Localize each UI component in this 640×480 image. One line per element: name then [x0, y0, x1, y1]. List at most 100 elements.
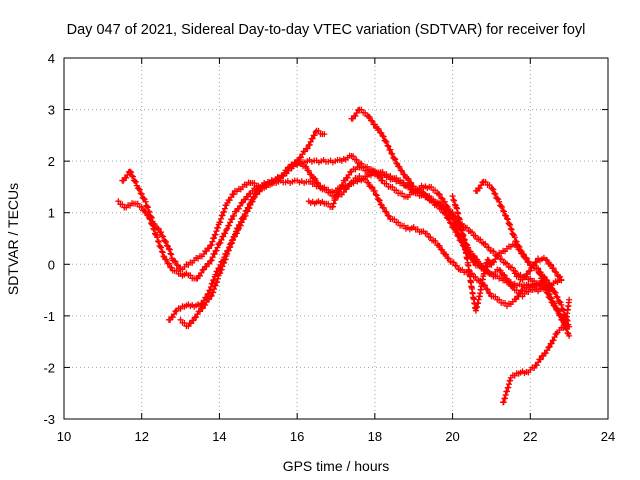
data-point [496, 296, 503, 303]
data-point [211, 250, 218, 257]
data-point [499, 204, 506, 211]
data-point [312, 175, 319, 182]
data-point [469, 229, 475, 236]
data-point [134, 200, 141, 207]
data-point [537, 356, 544, 363]
data-point [533, 362, 540, 369]
data-point [214, 244, 221, 251]
data-point [214, 278, 221, 285]
data-point [542, 350, 549, 357]
data-point [181, 319, 188, 326]
data-point [430, 196, 437, 203]
data-point [187, 272, 194, 279]
data-point [378, 130, 385, 137]
data-point [235, 205, 242, 212]
data-point [227, 219, 234, 226]
data-point [441, 198, 448, 205]
data-point [549, 285, 556, 292]
x-tick-label: 10 [57, 429, 71, 444]
y-tick-label: -1 [43, 309, 55, 324]
data-point [210, 286, 217, 293]
data-point [138, 191, 145, 198]
data-point [494, 195, 501, 202]
grid [64, 58, 608, 419]
data-point [251, 180, 258, 187]
data-point [309, 135, 316, 142]
data-point [385, 143, 392, 150]
data-point [467, 248, 474, 255]
data-point [485, 244, 492, 251]
data-point [439, 195, 446, 202]
data-point [515, 243, 522, 250]
y-tick-label: 4 [48, 51, 55, 66]
data-point [208, 257, 215, 264]
data-point [543, 287, 550, 294]
data-point [538, 277, 545, 284]
data-point [464, 224, 471, 231]
data-point [150, 225, 157, 232]
data-point [489, 185, 496, 192]
data-point [393, 187, 400, 194]
data-point [227, 243, 234, 250]
data-point [555, 308, 562, 315]
x-tick-label: 22 [523, 429, 537, 444]
data-point [550, 299, 557, 306]
data-point [507, 221, 514, 228]
data-point [207, 283, 214, 290]
data-point [231, 212, 237, 219]
data-point [199, 305, 206, 312]
data-point [221, 208, 228, 215]
data-point [383, 138, 390, 145]
data-point [157, 243, 164, 250]
data-point [312, 129, 319, 136]
data-point [135, 185, 142, 192]
data-point [247, 200, 254, 206]
data-point [500, 207, 507, 214]
data-point [487, 260, 494, 267]
data-point [539, 278, 546, 285]
data-point [129, 172, 135, 179]
data-point [314, 179, 321, 186]
data-point [217, 219, 224, 226]
data-points [115, 106, 573, 406]
data-point [384, 142, 391, 149]
data-point [503, 275, 510, 282]
data-point [206, 260, 213, 267]
y-axis-label: SDTVAR / TECUs [5, 183, 21, 295]
data-point [527, 267, 534, 274]
data-point [399, 167, 406, 174]
data-point [362, 176, 369, 183]
data-point [294, 156, 301, 163]
data-point [231, 231, 238, 238]
data-point [496, 198, 503, 205]
data-point [212, 231, 219, 238]
y-tick-label: 2 [48, 154, 55, 169]
data-point [137, 190, 144, 197]
data-point [158, 248, 165, 255]
data-point [362, 109, 369, 116]
data-point [217, 215, 224, 222]
series-track-i [500, 322, 569, 406]
data-point [439, 202, 446, 209]
data-point [212, 271, 219, 278]
data-point [544, 347, 551, 354]
data-point [490, 248, 497, 255]
data-point [542, 283, 549, 290]
data-point [389, 151, 396, 158]
data-point [237, 218, 244, 225]
series-track-b [115, 127, 328, 282]
data-point [311, 132, 318, 139]
data-point [158, 244, 165, 251]
data-point [525, 259, 532, 266]
data-point [163, 242, 170, 249]
data-point [337, 185, 344, 192]
data-point [372, 191, 379, 198]
data-point [208, 241, 215, 248]
chart-title: Day 047 of 2021, Sidereal Day-to-day VTE… [67, 22, 586, 38]
data-point [353, 110, 360, 117]
data-point [353, 156, 360, 163]
data-point [177, 316, 184, 323]
data-point [352, 112, 359, 119]
data-point [484, 286, 491, 293]
data-point [416, 186, 423, 193]
